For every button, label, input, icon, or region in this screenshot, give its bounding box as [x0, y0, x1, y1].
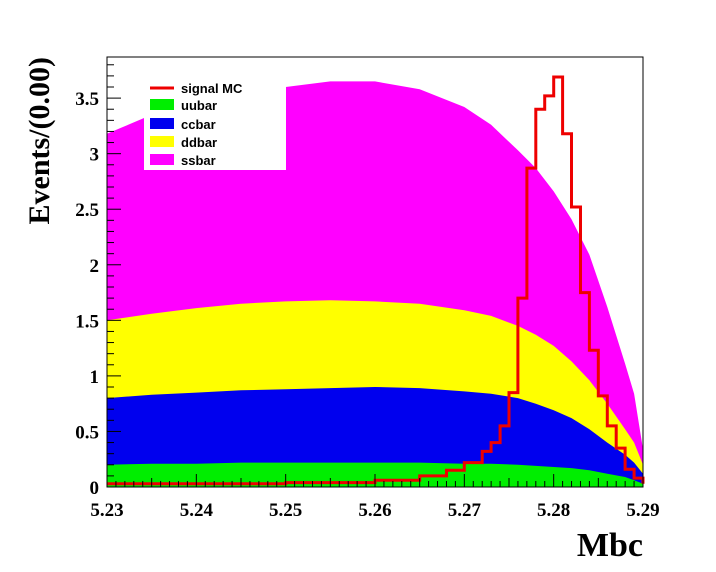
- legend-label-ccbar: ccbar: [181, 117, 216, 132]
- legend-label-signal: signal MC: [181, 81, 243, 96]
- y-axis: 0 0.5 1 1.5 2 2.5 3 3.5: [75, 64, 121, 499]
- legend-swatch-ddbar: [150, 136, 174, 147]
- y-tick-label: 3.5: [75, 89, 99, 110]
- y-tick-label: 2: [90, 256, 100, 277]
- legend-swatch-uubar: [150, 99, 174, 110]
- x-tick-label: 5.28: [537, 500, 570, 521]
- x-tick-label: 5.25: [269, 500, 302, 521]
- x-tick-label: 5.26: [358, 500, 391, 521]
- legend-label-ddbar: ddbar: [181, 135, 217, 150]
- x-axis-title: Mbc: [577, 527, 643, 564]
- y-tick-label: 0: [90, 478, 100, 499]
- signal-histogram: [107, 75, 645, 486]
- x-tick-label: 5.23: [90, 500, 123, 521]
- signal-mc-line: [107, 75, 645, 486]
- x-axis: 5.23 5.24 5.25 5.26 5.27 5.28 5.29: [90, 474, 660, 521]
- x-tick-label: 5.29: [626, 500, 659, 521]
- y-tick-label: 3: [90, 145, 100, 166]
- y-tick-label: 2.5: [75, 200, 99, 221]
- y-tick-label: 0.5: [75, 422, 99, 443]
- legend: signal MC uubar ccbar ddbar ssbar: [144, 73, 286, 170]
- legend-swatch-ccbar: [150, 118, 174, 129]
- y-tick-label: 1.5: [75, 311, 99, 332]
- x-tick-label: 5.27: [448, 500, 482, 521]
- x-tick-label: 5.24: [180, 500, 214, 521]
- legend-label-ssbar: ssbar: [181, 153, 216, 168]
- y-axis-title: Events/(0.00): [23, 57, 56, 225]
- y-tick-label: 1: [90, 367, 100, 388]
- legend-swatch-ssbar: [150, 154, 174, 165]
- legend-label-uubar: uubar: [181, 98, 217, 113]
